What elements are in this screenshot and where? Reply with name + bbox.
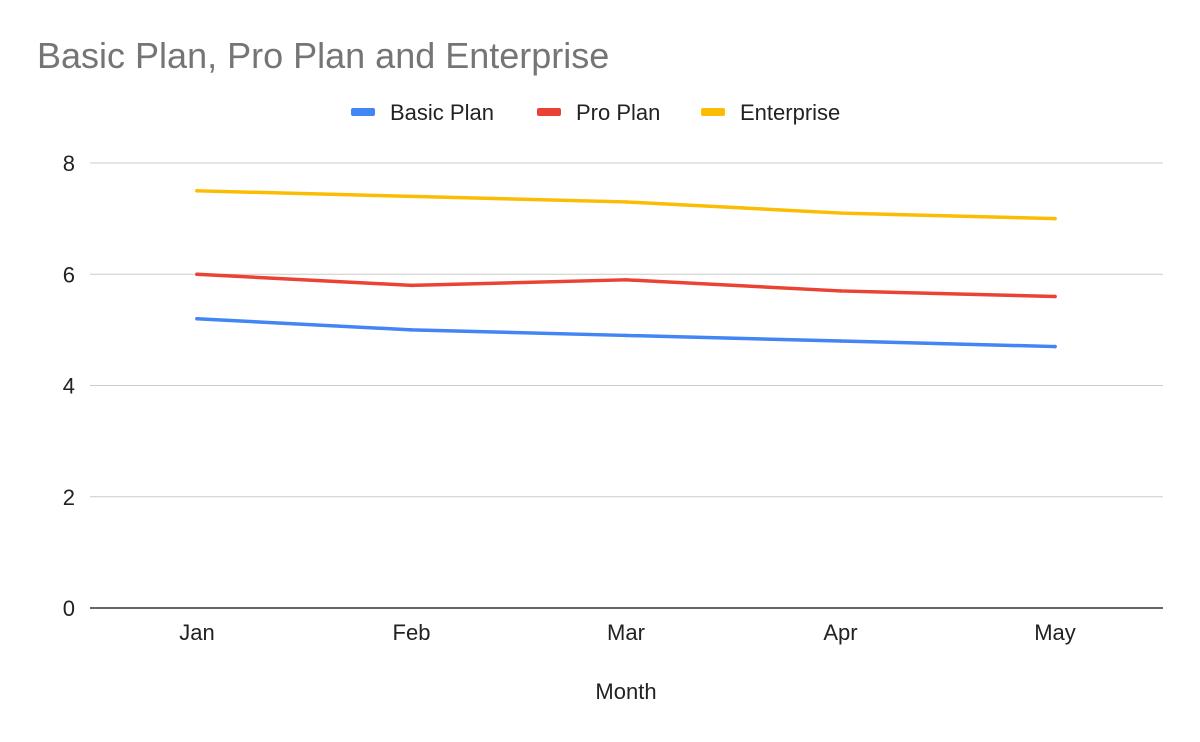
x-axis-title: Month — [595, 679, 656, 704]
x-axis-ticks: Jan Feb Mar Apr May — [179, 620, 1076, 645]
series-line-enterprise — [195, 189, 1057, 221]
y-tick-label: 4 — [63, 374, 75, 399]
gridlines — [90, 162, 1163, 609]
data-point — [195, 272, 199, 277]
legend-label: Pro Plan — [576, 100, 660, 125]
x-tick-label: Jan — [179, 620, 214, 645]
x-tick-label: Feb — [393, 620, 431, 645]
legend-item-basic-plan[interactable]: Basic Plan — [351, 100, 494, 125]
data-point — [409, 283, 414, 288]
data-point — [624, 333, 628, 338]
y-tick-label: 6 — [63, 262, 75, 287]
series-group — [195, 189, 1057, 349]
data-point — [409, 194, 414, 199]
legend-swatch — [537, 108, 561, 116]
x-tick-label: Mar — [607, 620, 645, 645]
series-line-basic-plan — [195, 317, 1057, 349]
legend-swatch — [351, 108, 375, 116]
data-point — [1053, 294, 1057, 299]
y-tick-label: 2 — [63, 485, 75, 510]
y-tick-label: 0 — [63, 596, 75, 621]
data-point — [838, 211, 843, 215]
data-point — [1053, 344, 1057, 349]
data-point — [409, 328, 414, 332]
data-point — [838, 289, 843, 293]
legend: Basic Plan Pro Plan Enterprise — [351, 100, 840, 125]
data-point — [1053, 216, 1057, 221]
series-line-pro-plan — [195, 272, 1057, 299]
legend-item-pro-plan[interactable]: Pro Plan — [537, 100, 660, 125]
data-point — [624, 278, 628, 282]
chart-title: Basic Plan, Pro Plan and Enterprise — [37, 35, 609, 76]
data-point — [624, 200, 628, 204]
legend-item-enterprise[interactable]: Enterprise — [701, 100, 840, 125]
legend-label: Enterprise — [740, 100, 840, 125]
y-axis-ticks: 0 2 4 6 8 — [63, 151, 75, 621]
legend-swatch — [701, 108, 725, 116]
y-tick-label: 8 — [63, 151, 75, 176]
x-tick-label: Apr — [823, 620, 857, 645]
data-point — [838, 339, 843, 343]
legend-label: Basic Plan — [390, 100, 494, 125]
data-point — [195, 189, 199, 193]
data-point — [195, 316, 199, 321]
x-tick-label: May — [1034, 620, 1076, 645]
